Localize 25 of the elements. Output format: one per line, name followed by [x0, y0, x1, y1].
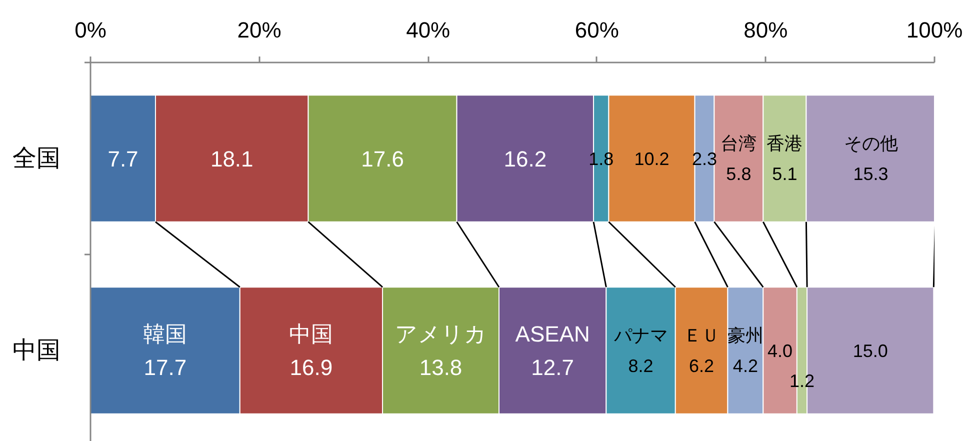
data-label: パナマ 8.2 [612, 326, 668, 376]
data-label: 18.1 [210, 146, 254, 172]
x-tick-label: 40% [406, 18, 450, 42]
data-label: ＥＵ 6.2 [684, 326, 720, 376]
data-label: 4.0 [768, 341, 793, 361]
x-tick-label: 80% [744, 18, 788, 42]
data-label: 10.2 [634, 149, 670, 169]
x-tick-label: 20% [237, 18, 282, 42]
x-tick-label: 0% [74, 18, 106, 42]
data-label: 香港 5.1 [766, 134, 803, 184]
y-tick-label: 中国 [12, 337, 60, 364]
x-tick-label: 100% [906, 18, 963, 42]
data-label: 7.7 [108, 146, 138, 172]
data-label: アメリカ 13.8 [394, 322, 487, 380]
y-tick-label: 全国 [12, 145, 60, 172]
data-label: 15.0 [852, 341, 888, 361]
data-label: 16.2 [504, 146, 547, 172]
data-label: 台湾 5.8 [720, 134, 757, 184]
data-label: 韓国 17.7 [143, 322, 188, 380]
data-label: 豪州 4.2 [727, 326, 764, 376]
data-label: 中国 16.9 [289, 322, 334, 380]
data-label: その他 15.3 [844, 134, 898, 184]
data-label: 17.6 [361, 146, 404, 172]
data-label: ASEAN 12.7 [515, 322, 590, 380]
x-tick-label: 60% [574, 18, 619, 42]
